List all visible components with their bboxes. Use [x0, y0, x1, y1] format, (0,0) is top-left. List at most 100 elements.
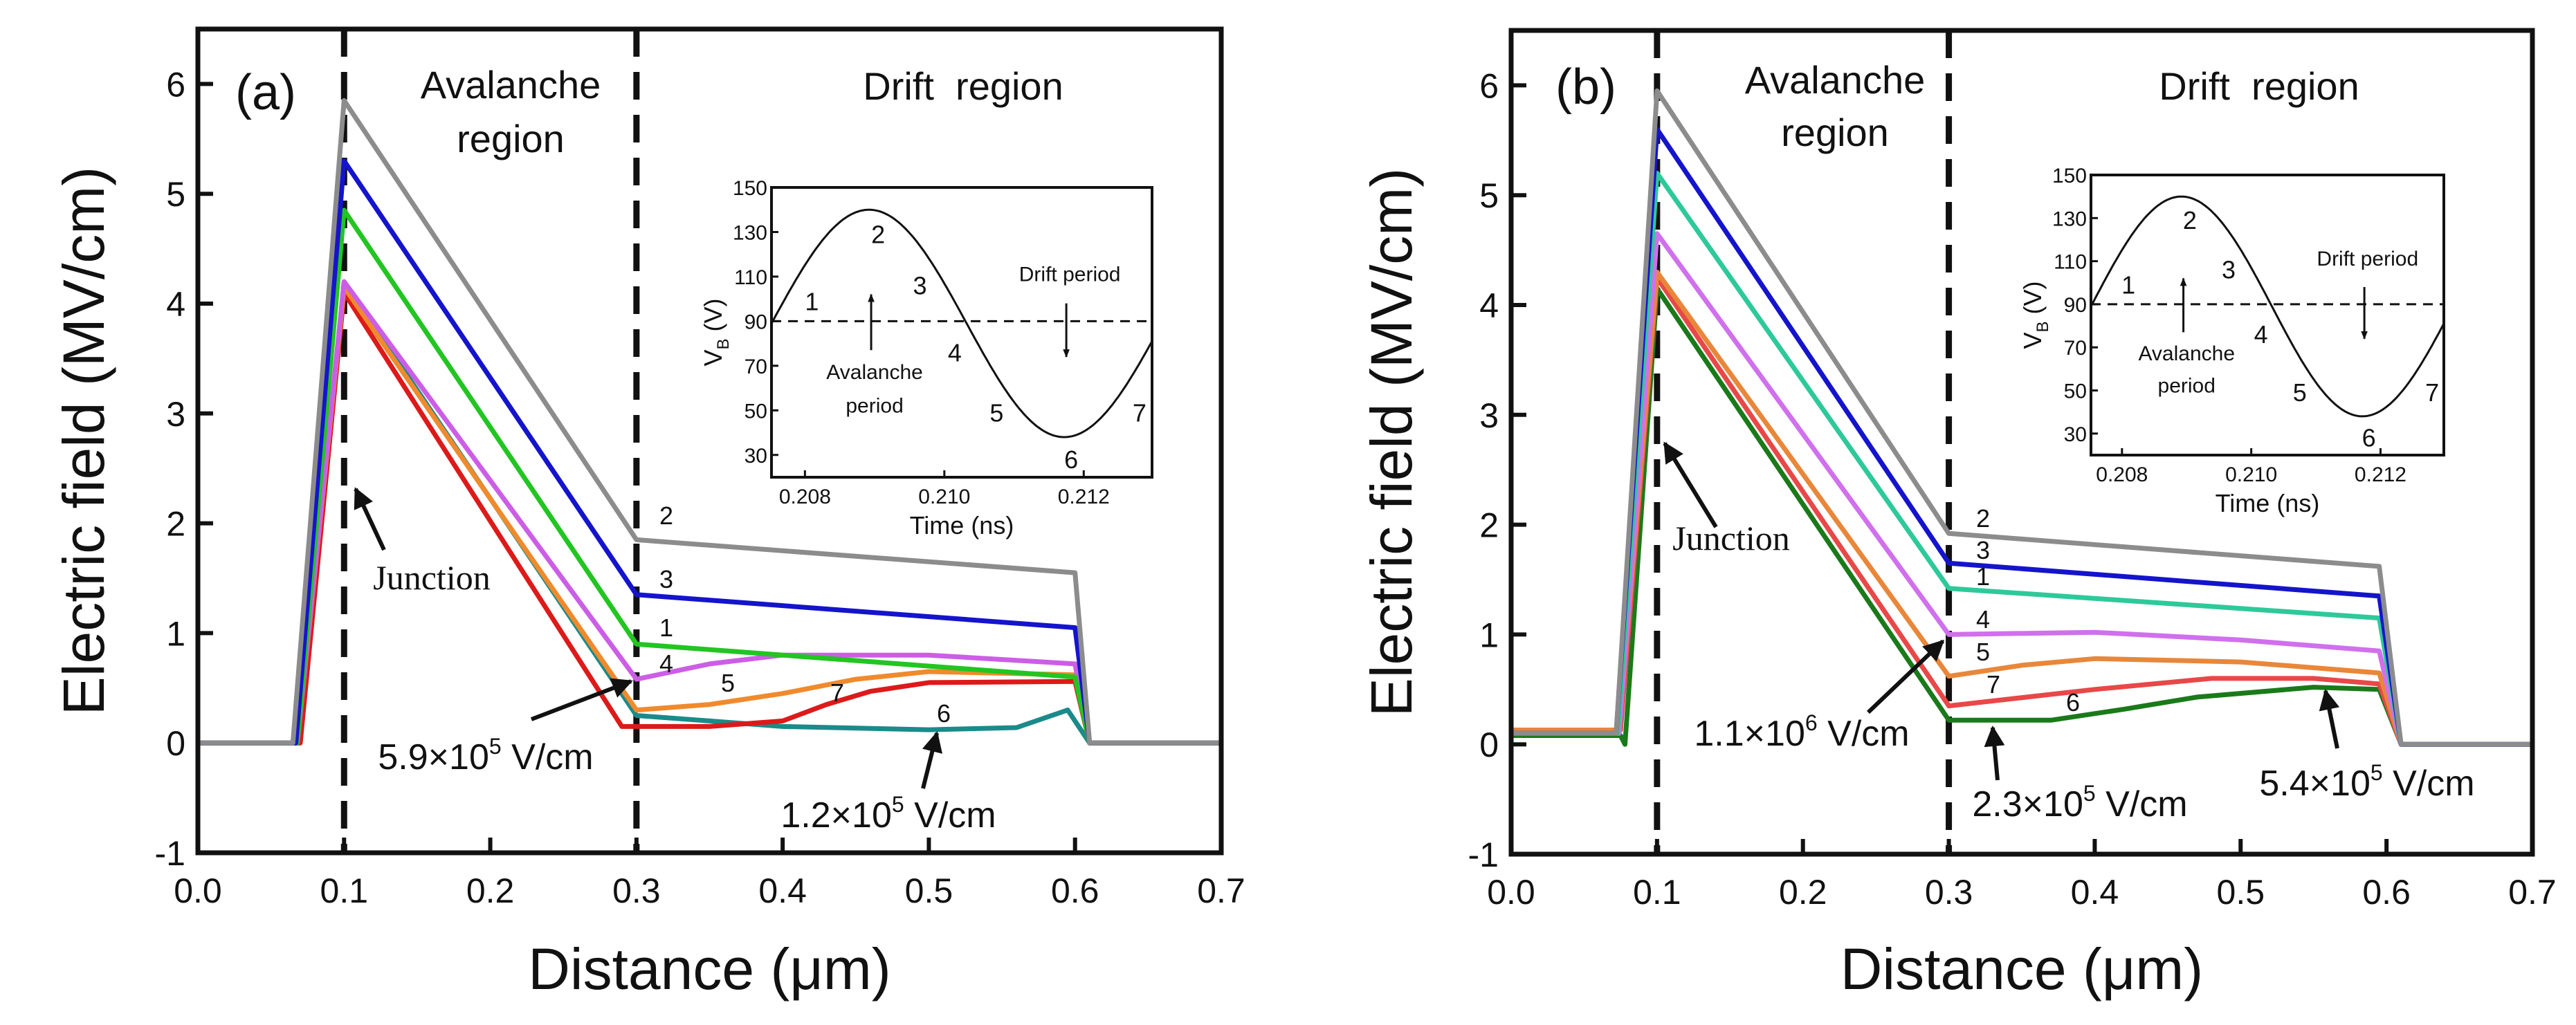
y-tick-label: -1	[1468, 835, 1499, 874]
x-tick-label: 0.6	[2362, 873, 2411, 912]
inset-voltage-curve	[2090, 195, 2445, 418]
inset-y-tick-label: 50	[745, 400, 767, 423]
inset-chart: 0.208 0.210 0.212 30 50 70 90 110 130 150 Time (ns…	[2018, 165, 2445, 517]
curve-label-5: 5	[1976, 638, 1990, 666]
field-annotation-1: 5.9×105 V/cm	[378, 734, 593, 777]
y-tick-label: 3	[166, 395, 185, 434]
y-tick-label: 2	[1479, 506, 1499, 545]
inset-point-label-3: 3	[913, 272, 927, 300]
avalanche-region-label-2: region	[1781, 111, 1889, 154]
inset-point-label-4: 4	[2254, 320, 2268, 349]
series-group	[198, 98, 1221, 746]
inset-y-axis-title-unit: (V)	[699, 298, 727, 338]
inset-voltage-curve	[770, 208, 1153, 438]
field-annotation-2: 1.2×105 V/cm	[780, 792, 996, 835]
inset-point-label-1: 1	[2121, 270, 2135, 299]
y-tick-label: 6	[166, 65, 185, 104]
inset-y-tick-label: 70	[745, 355, 767, 378]
junction-label: Junction	[373, 558, 490, 597]
field-annotation-3: 5.4×105 V/cm	[2259, 760, 2474, 804]
inset-y-axis-title: VB (V)	[2018, 281, 2052, 349]
field-annotation-1: 1.1×106 V/cm	[1694, 710, 1909, 754]
inset-y-tick-label: 50	[2064, 380, 2087, 403]
inset-y-axis-title-sub: B	[714, 338, 733, 349]
curve-label-4: 4	[1976, 605, 1990, 634]
y-tick-label: -1	[155, 834, 185, 873]
y-tick-label: 6	[1479, 66, 1499, 105]
inset-background	[2091, 175, 2444, 455]
inset-drift-period-label: Drift period	[2317, 248, 2418, 270]
curve-label-7: 7	[830, 678, 844, 707]
curve-label-4: 4	[659, 649, 673, 678]
y-tick-label: 2	[166, 505, 185, 544]
field-annotation-2: 2.3×105 V/cm	[1972, 781, 2187, 824]
inset-background	[771, 187, 1152, 477]
inset-y-tick-label: 110	[2054, 251, 2087, 274]
inset-avalanche-period-label-2: period	[2158, 375, 2216, 398]
x-tick-label: 0.5	[905, 871, 953, 910]
inset-y-tick-label: 110	[734, 266, 767, 289]
y-axis-title: Electric field (MV/cm)	[51, 167, 116, 715]
inset-avalanche-period-label-2: period	[846, 395, 903, 418]
inset-point-label-4: 4	[948, 338, 962, 367]
y-tick-label: 0	[166, 724, 185, 763]
inset-point-label-2: 2	[871, 221, 885, 249]
x-axis-title: Distance (μm)	[1840, 936, 2203, 1001]
inset-x-tick-label: 0.208	[779, 486, 831, 508]
field-arrow-2	[921, 731, 943, 789]
curve-label-3: 3	[1976, 536, 1990, 564]
inset-x-axis-title: Time (ns)	[2216, 489, 2320, 517]
panel-b-annotations: (b) Avalanche region Drift region Juncti…	[1555, 58, 2475, 824]
y-tick-label: 5	[166, 175, 185, 214]
junction-arrow	[1663, 441, 1718, 528]
avalanche-region-label-2: region	[457, 117, 565, 160]
inset-y-tick-label: 30	[745, 445, 767, 468]
y-tick-label: 4	[166, 285, 185, 324]
inset-point-label-5: 5	[2293, 378, 2307, 407]
field-arrow-1	[1866, 639, 1945, 714]
curve-label-2: 2	[1976, 504, 1990, 533]
x-tick-label: 0.2	[1779, 873, 1827, 912]
inset-point-label-7: 7	[2425, 378, 2439, 407]
y-tick-label: 1	[1479, 616, 1499, 654]
inset-point-label-6: 6	[1064, 445, 1078, 474]
curve-label-1: 1	[1976, 562, 1990, 591]
panel-label: (b)	[1555, 59, 1616, 115]
x-axis-title: Distance (μm)	[528, 936, 890, 1001]
y-tick-label: 4	[1479, 286, 1499, 325]
inset-point-label-7: 7	[1133, 398, 1147, 427]
inset-y-tick-label: 90	[2064, 294, 2087, 317]
x-tick-label: 0.7	[2508, 873, 2557, 912]
inset-y-axis-title-main: V	[699, 350, 727, 367]
inset-avalanche-period-label: Avalanche	[826, 361, 923, 384]
series-line-2	[1511, 88, 2532, 747]
y-axis-title: Electric field (MV/cm)	[1359, 168, 1424, 717]
x-tick-label: 0.1	[1633, 873, 1681, 912]
field-arrow-2	[1984, 726, 2005, 781]
inset-point-label-1: 1	[805, 287, 819, 315]
panel-b: 0.0 0.1 0.2 0.3 0.4 0.5 0.6 0.7-10123456Distanc…	[1359, 28, 2557, 1001]
inset-y-axis-title-unit: (V)	[2018, 281, 2047, 321]
drift-region-label: Drift region	[2159, 64, 2359, 108]
curve-label-6: 6	[2066, 688, 2080, 717]
curve-label-6: 6	[937, 699, 951, 728]
inset-x-tick-label: 0.212	[1058, 486, 1110, 508]
x-tick-label: 0.3	[612, 871, 661, 910]
x-tick-label: 0.4	[758, 871, 807, 910]
curve-label-5: 5	[721, 669, 735, 697]
inset-x-tick-label: 0.208	[2096, 463, 2148, 486]
inset-x-axis-title: Time (ns)	[910, 511, 1014, 539]
y-tick-label: 0	[1479, 726, 1499, 764]
x-tick-label: 0.2	[466, 871, 515, 910]
junction-label: Junction	[1672, 519, 1789, 557]
x-tick-label: 0.1	[320, 871, 369, 910]
x-tick-label: 0.6	[1051, 871, 1099, 910]
x-tick-label: 0.4	[2071, 873, 2119, 912]
inset-x-tick-label: 0.210	[918, 486, 970, 508]
x-tick-label: 0.0	[1487, 873, 1535, 912]
field-arrow-3	[2319, 689, 2340, 749]
inset-point-label-3: 3	[2222, 256, 2236, 284]
inset-point-label-5: 5	[989, 398, 1003, 427]
curve-label-3: 3	[659, 565, 673, 593]
x-tick-label: 0.7	[1197, 871, 1245, 910]
